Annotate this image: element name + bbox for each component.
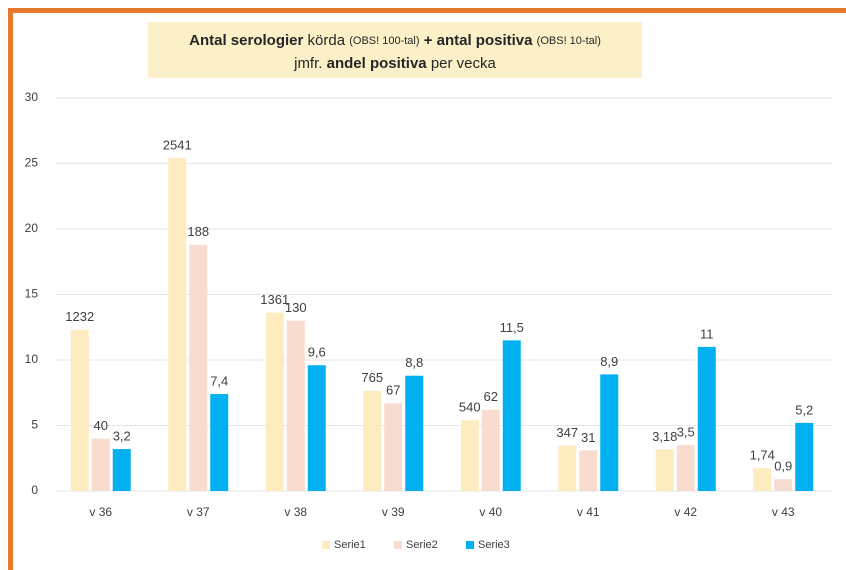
x-tick-label: v 41: [577, 505, 600, 519]
y-tick-label: 0: [31, 483, 38, 497]
bar: [363, 390, 382, 491]
bar: [405, 375, 424, 491]
x-tick-label: v 40: [479, 505, 502, 519]
data-label: 188: [187, 224, 209, 239]
bar: [697, 346, 716, 491]
data-label: 7,4: [210, 373, 228, 388]
title-part: (OBS! 100-tal): [349, 35, 419, 47]
bar: [558, 445, 577, 491]
y-tick-label: 25: [25, 156, 39, 170]
chart-title: Antal serologier körda (OBS! 100-tal) + …: [189, 32, 601, 49]
bar: [795, 422, 814, 491]
bar: [600, 374, 619, 491]
y-tick-label: 10: [25, 352, 39, 366]
bar: [502, 340, 521, 491]
title-part: per vecka: [431, 55, 497, 72]
bar: [481, 409, 500, 491]
frame-left: [8, 8, 13, 570]
bar: [210, 394, 229, 491]
bar: [655, 449, 674, 491]
data-label: 5,2: [795, 402, 813, 417]
data-label: 11,5: [500, 320, 524, 335]
legend-label: Serie1: [334, 539, 366, 551]
legend-swatch: [394, 541, 402, 549]
legend-label: Serie3: [478, 539, 510, 551]
data-label: 40: [94, 418, 108, 433]
x-tick-label: v 38: [284, 505, 307, 519]
y-tick-label: 5: [31, 418, 38, 432]
data-label: 8,8: [405, 355, 423, 370]
bar: [265, 312, 284, 491]
title-part: + antal positiva: [424, 32, 533, 49]
title-part: (OBS! 10-tal): [537, 35, 601, 47]
y-tick-label: 20: [25, 221, 39, 235]
data-label: 67: [386, 383, 400, 398]
data-label: 347: [556, 425, 578, 440]
bar: [307, 365, 326, 491]
bar: [460, 420, 479, 491]
data-label: 31: [581, 430, 595, 445]
data-label: 3,18: [652, 429, 677, 444]
data-label: 3,5: [677, 425, 695, 440]
data-label: 540: [459, 400, 481, 415]
bar: [91, 438, 110, 491]
title-box: [148, 22, 642, 78]
bar: [384, 403, 403, 491]
bar: [286, 320, 305, 491]
x-tick-label: v 36: [89, 505, 112, 519]
title-part: körda: [308, 32, 346, 49]
bar: [70, 329, 89, 491]
title-part: jmfr.: [293, 55, 322, 72]
bar: [774, 479, 793, 491]
x-tick-label: v 37: [187, 505, 210, 519]
bar: [579, 450, 598, 491]
data-label: 2541: [163, 138, 192, 153]
title-part: Antal serologier: [189, 32, 303, 49]
data-label: 765: [361, 370, 383, 385]
data-label: 1,74: [750, 448, 775, 463]
legend-label: Serie2: [406, 539, 438, 551]
bar: [112, 449, 131, 491]
data-label: 130: [285, 300, 307, 315]
legend-swatch: [466, 541, 474, 549]
frame-top: [8, 8, 846, 13]
bar: [168, 158, 187, 491]
legend-swatch: [322, 541, 330, 549]
bar: [676, 445, 695, 491]
y-tick-label: 30: [25, 90, 39, 104]
y-tick-label: 15: [25, 287, 39, 301]
data-label: 1232: [65, 309, 94, 324]
title-part: andel positiva: [327, 55, 428, 72]
data-label: 11: [700, 326, 714, 341]
data-label: 8,9: [600, 354, 618, 369]
bar: [189, 244, 208, 491]
data-label: 0,9: [774, 459, 792, 474]
bar: [753, 468, 772, 491]
x-tick-label: v 43: [772, 505, 795, 519]
data-label: 1361: [260, 292, 289, 307]
chart-subtitle: jmfr. andel positiva per vecka: [293, 55, 496, 72]
data-label: 9,6: [308, 345, 326, 360]
x-tick-label: v 42: [674, 505, 697, 519]
x-tick-label: v 39: [382, 505, 405, 519]
data-label: 62: [484, 389, 498, 404]
data-label: 3,2: [113, 429, 131, 444]
